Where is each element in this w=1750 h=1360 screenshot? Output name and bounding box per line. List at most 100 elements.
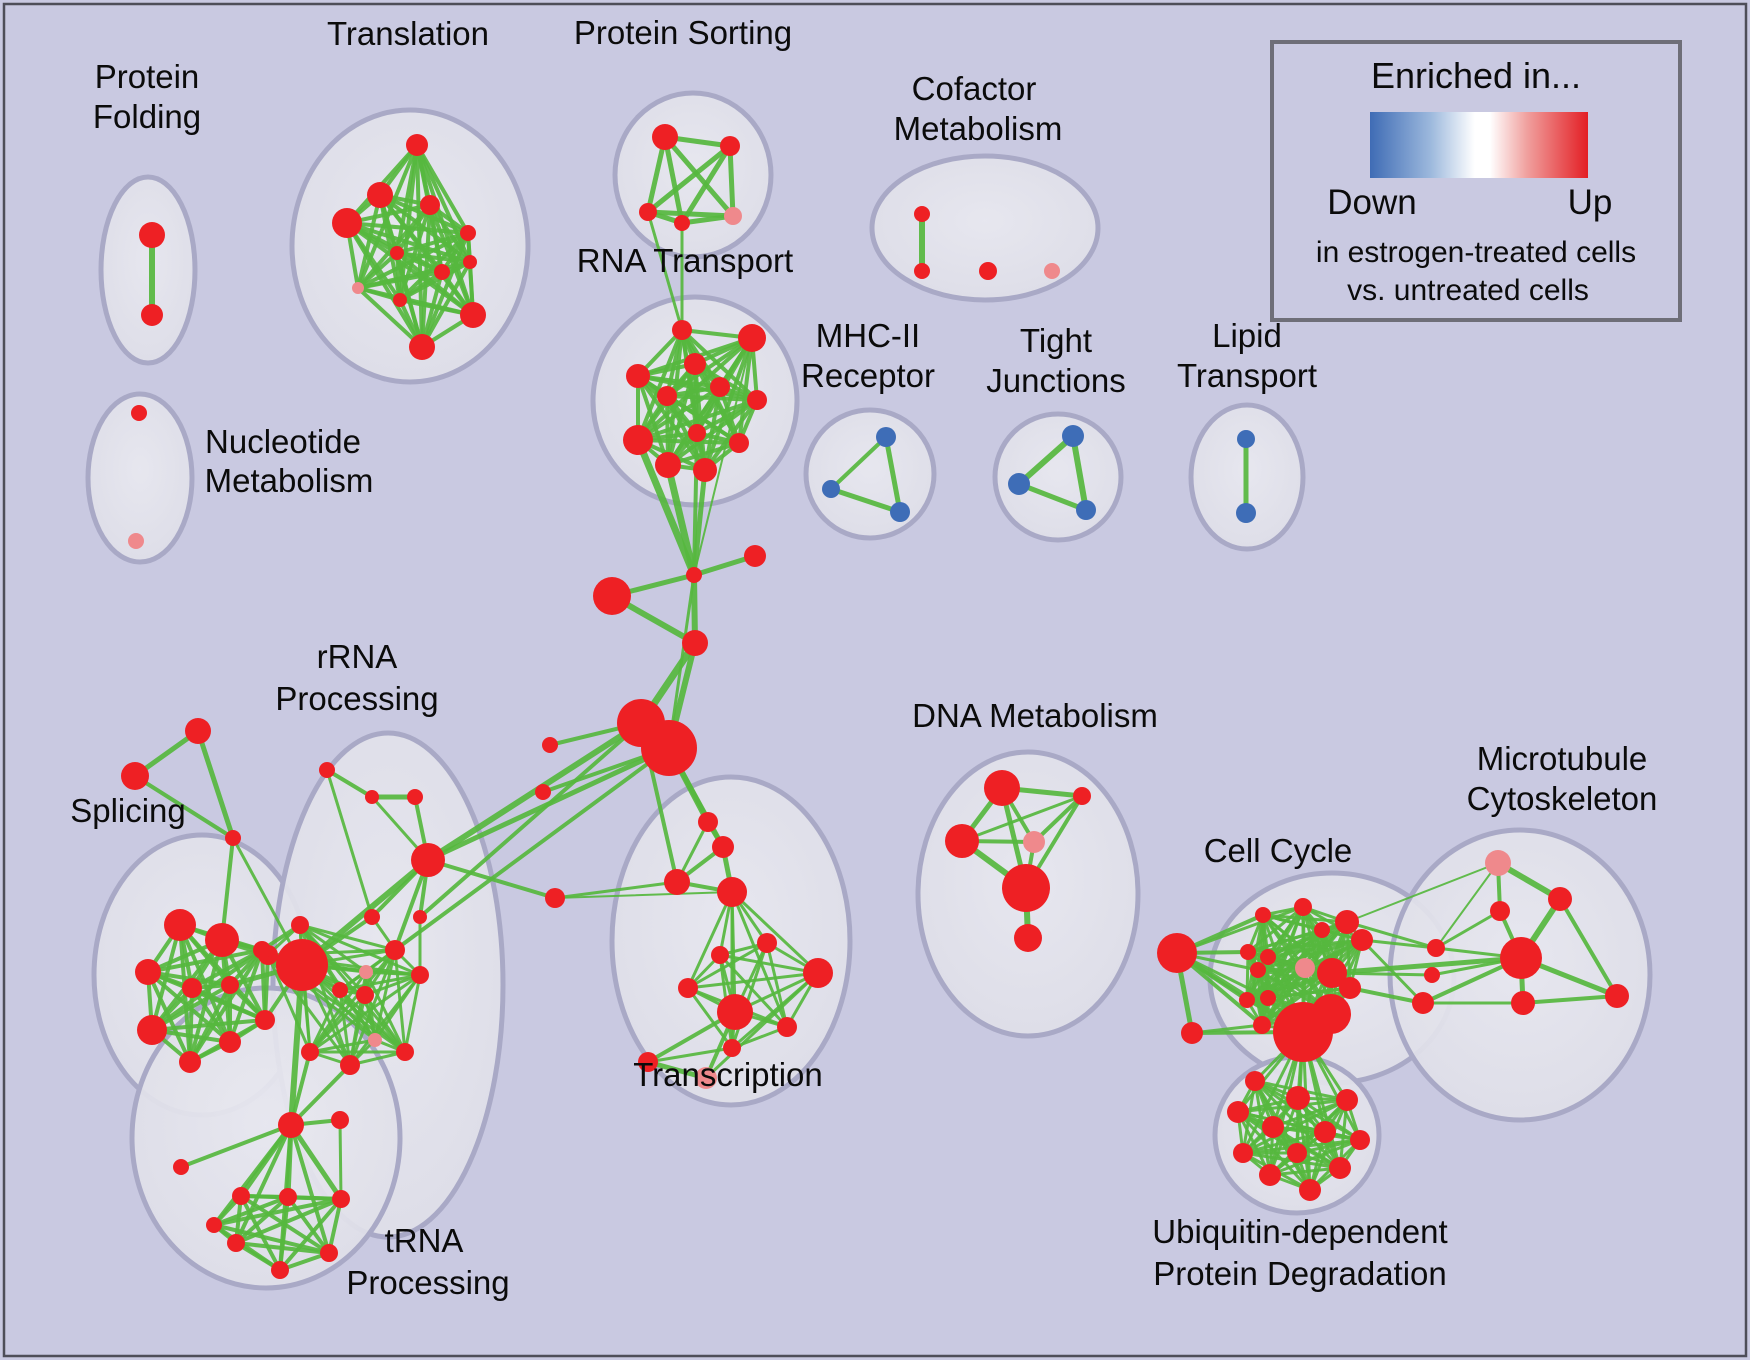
network-node-s4 (182, 978, 202, 998)
network-edge (234, 1123, 293, 1245)
legend-down-label: Down (1327, 183, 1416, 222)
cluster-ellipse-protein-folding (98, 174, 198, 366)
network-edge (1260, 966, 1307, 1027)
network-node-rr1 (319, 762, 335, 778)
network-node-d3 (1073, 787, 1091, 805)
network-node-ccL (1239, 992, 1255, 1008)
network-node-d1 (984, 770, 1020, 806)
network-edge (1346, 862, 1499, 923)
cluster-label-rrna-processing: Processing (275, 680, 438, 717)
network-node-cf1 (914, 206, 930, 222)
network-edge (636, 328, 684, 442)
network-node-mJ1 (1427, 939, 1445, 957)
network-edge (146, 948, 264, 974)
network-edge (179, 1123, 293, 1169)
network-node-s10 (255, 1010, 275, 1030)
network-edge (418, 721, 643, 919)
network-node-rt6 (657, 386, 677, 406)
network-edge (718, 953, 820, 975)
network-node-rr4 (364, 909, 380, 925)
network-edge (645, 209, 736, 219)
network-edge (828, 486, 903, 515)
cluster-label-transcription: Transcription (633, 1056, 823, 1093)
network-node-b6 (1076, 500, 1096, 520)
network-node-cf2 (914, 263, 930, 279)
network-edge (1268, 1138, 1362, 1177)
network-node-ccE (1351, 929, 1373, 951)
network-edge (278, 1197, 343, 1272)
network-edge (356, 251, 399, 290)
network-edge (212, 1223, 331, 1255)
cluster-label-ubiquitin-degradation: Protein Degradation (1153, 1255, 1447, 1292)
network-edge (356, 286, 424, 349)
network-edge (554, 891, 733, 899)
network-node-s5 (221, 976, 239, 994)
network-edge (345, 221, 424, 349)
network-edge (829, 435, 888, 491)
network-node-u3 (1336, 1089, 1358, 1111)
network-node-s3 (135, 959, 161, 985)
network-node-hubB (641, 720, 697, 776)
network-node-tr2 (712, 836, 734, 858)
cluster-label-ubiquitin-degradation: Ubiquitin-dependent (1152, 1213, 1447, 1250)
network-node-mBig (1500, 937, 1542, 979)
network-edge (765, 941, 789, 1029)
network-edge (1435, 862, 1499, 949)
network-edge (220, 836, 235, 942)
network-node-b2 (822, 480, 840, 498)
network-node-tr12 (723, 1039, 741, 1057)
network-edge (1521, 994, 1619, 1005)
network-edge (395, 251, 475, 317)
cluster-label-translation: Translation (327, 15, 489, 52)
network-node-cN (225, 830, 241, 846)
legend-title: Enriched in... (1371, 55, 1581, 96)
network-node-b3 (890, 502, 910, 522)
network-node-tri2 (121, 762, 149, 790)
network-node-rr14 (331, 1111, 349, 1129)
network-node-rt11 (693, 458, 717, 482)
network-edge (1348, 986, 1425, 1005)
cluster-label-nucleotide-metabolism: Nucleotide (205, 423, 361, 460)
network-edge (425, 720, 644, 863)
network-node-mR (1605, 984, 1629, 1008)
network-node-t4 (332, 208, 362, 238)
network-node-d6 (1014, 924, 1042, 952)
network-edge (1190, 1023, 1264, 1035)
network-node-ccA (1255, 907, 1271, 923)
network-nodes (121, 124, 1629, 1279)
legend: Enriched in... Down Up in estrogen-treated … (1270, 40, 1682, 322)
cluster-labels: ProteinFoldingNucleotideMetabolismTransl… (70, 14, 1657, 1301)
cluster-label-dna-metabolism: DNA Metabolism (912, 697, 1158, 734)
network-node-tr1 (698, 812, 718, 832)
network-node-u7 (1350, 1130, 1370, 1150)
network-node-tr13 (638, 1052, 658, 1072)
network-edge (364, 970, 377, 1042)
network-node-tr6 (757, 933, 777, 953)
network-edge (1246, 920, 1349, 954)
network-node-rr9 (276, 939, 328, 991)
network-edge (308, 993, 367, 1054)
network-node-t3 (420, 195, 440, 215)
network-node-ccJ (1250, 962, 1266, 978)
network-node-pf2 (141, 304, 163, 326)
network-node-rr10 (359, 965, 373, 979)
network-node-tr7 (711, 946, 729, 964)
network-node-rr19 (413, 910, 427, 924)
network-edge (703, 336, 754, 472)
network-node-t6 (463, 255, 477, 269)
cluster-label-cell-cycle: Cell Cycle (1204, 832, 1353, 869)
cluster-ellipse-mhc-ii-receptor (803, 407, 937, 541)
network-node-rt12 (729, 433, 749, 453)
network-node-mPink (1485, 850, 1511, 876)
network-edge (338, 1118, 343, 1201)
network-node-tn1 (232, 1187, 250, 1205)
network-node-ccD (1335, 910, 1359, 934)
cluster-label-tight-junctions: Tight (1020, 322, 1092, 359)
network-edge (212, 1123, 293, 1227)
network-edge (288, 962, 305, 1128)
network-node-tn5 (320, 1244, 338, 1262)
network-edge (298, 923, 397, 952)
network-edge (345, 221, 472, 264)
network-node-j1 (686, 567, 702, 583)
